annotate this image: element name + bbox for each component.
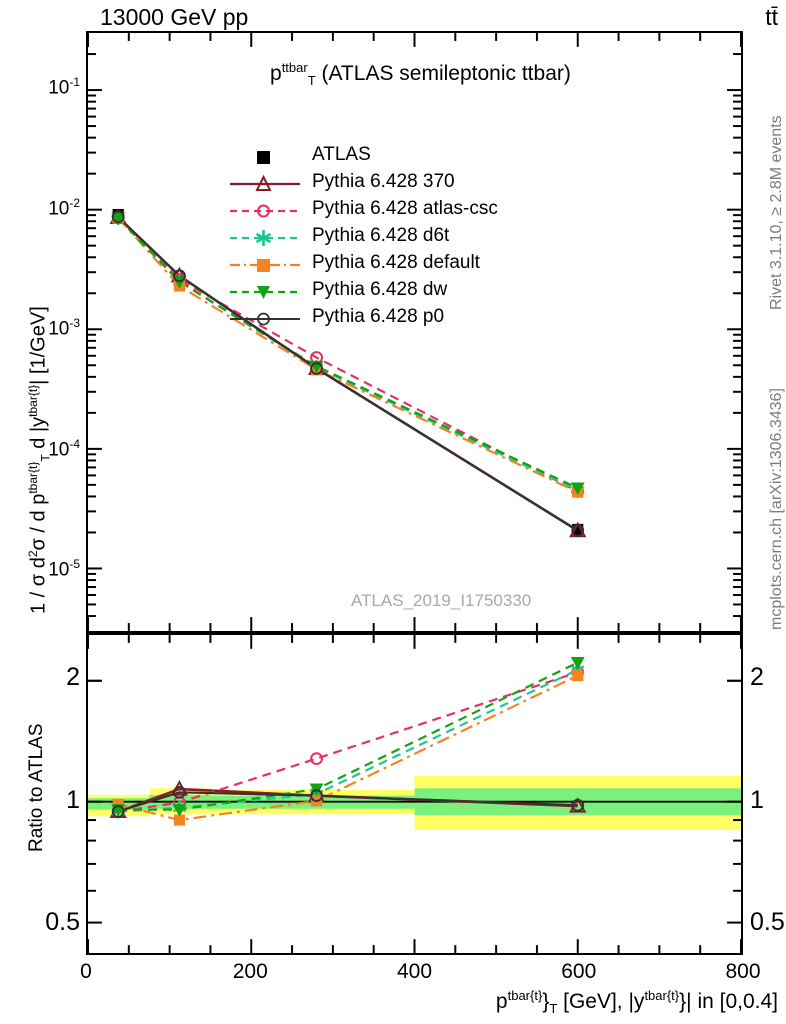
main-plot-canvas (87, 33, 742, 631)
main-y-tick-label: 10-5 (14, 557, 80, 581)
legend-item-atlas-csc[interactable]: Pythia 6.428 atlas-csc (228, 197, 528, 224)
x-axis-title: ptbar{t}}T [GeV], |ytbar{t}}| in [0,0.4] (496, 988, 778, 1016)
ratio-y-tick-label-right: 1 (750, 785, 764, 814)
analysis-watermark: ATLAS_2019_I1750330 (351, 591, 532, 610)
legend-key-370 (230, 174, 300, 191)
legend-label-atlas-csc: Pythia 6.428 atlas-csc (312, 198, 498, 219)
plot-title: pttbarT (ATLAS semileptonic ttbar) (270, 60, 571, 88)
tick-base: 10 (48, 438, 70, 460)
tick-exponent: -5 (69, 557, 80, 572)
xtitle-part-6: tbar{t} (644, 988, 680, 1003)
x-tick-label: 400 (396, 960, 433, 983)
x-tick-label: 200 (232, 960, 268, 983)
main-y-tick-label: 10-2 (14, 196, 80, 220)
x-tick-label: 0 (80, 960, 92, 983)
ratio-y-tick-label-right: 0.5 (750, 908, 785, 937)
legend-label-d6t: Pythia 6.428 d6t (312, 225, 450, 246)
plot-title-sub: T (307, 73, 316, 89)
beam-energy-label: 13000 GeV pp (100, 4, 249, 30)
legend-key-atlas-csc (230, 204, 300, 218)
ytitle-part-7: tbar{t} (26, 384, 40, 417)
legend: ATLAS Pythia 6.428 370 Pythia 6.428 atla… (228, 143, 528, 332)
main-y-tick-label: 10-1 (14, 75, 80, 99)
ratio-y-tick-label: 2 (66, 663, 80, 692)
tick-exponent: -1 (69, 75, 80, 90)
ratio-y-tick-label: 1 (66, 785, 80, 814)
legend-item-p0[interactable]: Pythia 6.428 p0 (228, 305, 528, 332)
legend-item-d6t[interactable]: Pythia 6.428 d6t (228, 224, 528, 251)
xtitle-part-2: tbar{t} (507, 988, 543, 1003)
legend-key-p0 (230, 312, 300, 326)
tick-exponent: -2 (69, 195, 80, 210)
legend-label-dw: Pythia 6.428 dw (312, 279, 448, 300)
ratio-y-tick-label-right: 2 (750, 663, 764, 692)
ytitle-part-4: tbar{t} (26, 461, 40, 494)
ratio-plot-panel (86, 633, 743, 955)
mcplots-source-caption: mcplots.cern.ch [arXiv:1306.3436] (768, 388, 785, 630)
xtitle-part-3: } (542, 990, 550, 1013)
xtitle-part-1: p (495, 990, 508, 1013)
plot-title-p: p (270, 62, 282, 85)
legend-label-p0: Pythia 6.428 p0 (312, 306, 445, 327)
process-label: tt̄ (765, 4, 778, 30)
legend-label-370: Pythia 6.428 370 (312, 171, 455, 192)
tick-exponent: -4 (69, 436, 80, 451)
legend-key-d6t (230, 230, 300, 246)
ratio-y-tick-label: 0.5 (45, 908, 80, 937)
main-plot-panel: pttbarT (ATLAS semileptonic ttbar) ATLAS… (86, 31, 743, 633)
legend-key-dw (230, 286, 300, 299)
main-y-tick-label: 10-3 (14, 316, 80, 340)
ratio-plot-canvas (87, 635, 742, 953)
xtitle-part-4: T (549, 1001, 558, 1017)
xtitle-part-5: [GeV], |y (557, 990, 645, 1013)
tick-base: 10 (48, 318, 70, 340)
tick-base: 10 (48, 198, 70, 220)
legend-item-atlas[interactable]: ATLAS (228, 143, 528, 170)
legend-item-dw[interactable]: Pythia 6.428 dw (228, 278, 528, 305)
legend-label-atlas: ATLAS (312, 144, 371, 165)
legend-item-default[interactable]: Pythia 6.428 default (228, 251, 528, 278)
plot-title-rest: (ATLAS semileptonic ttbar) (315, 62, 571, 85)
legend-key-default (230, 259, 300, 272)
ytitle-part-3: σ / d p (27, 493, 50, 551)
xtitle-part-7: }| in [0,0.4] (679, 990, 778, 1013)
rivet-version-caption: Rivet 3.1.10, ≥ 2.8M events (768, 115, 785, 310)
tick-base: 10 (48, 77, 70, 99)
plot-title-sup: ttbar (281, 60, 308, 75)
legend-key-atlas (257, 151, 270, 164)
legend-item-370[interactable]: Pythia 6.428 370 (228, 170, 528, 197)
x-tick-label: 800 (725, 960, 761, 983)
tick-base: 10 (48, 559, 70, 581)
tick-exponent: -3 (69, 316, 80, 331)
legend-label-default: Pythia 6.428 default (312, 252, 480, 273)
x-tick-label: 600 (561, 960, 597, 983)
main-y-tick-label: 10-4 (14, 437, 80, 461)
